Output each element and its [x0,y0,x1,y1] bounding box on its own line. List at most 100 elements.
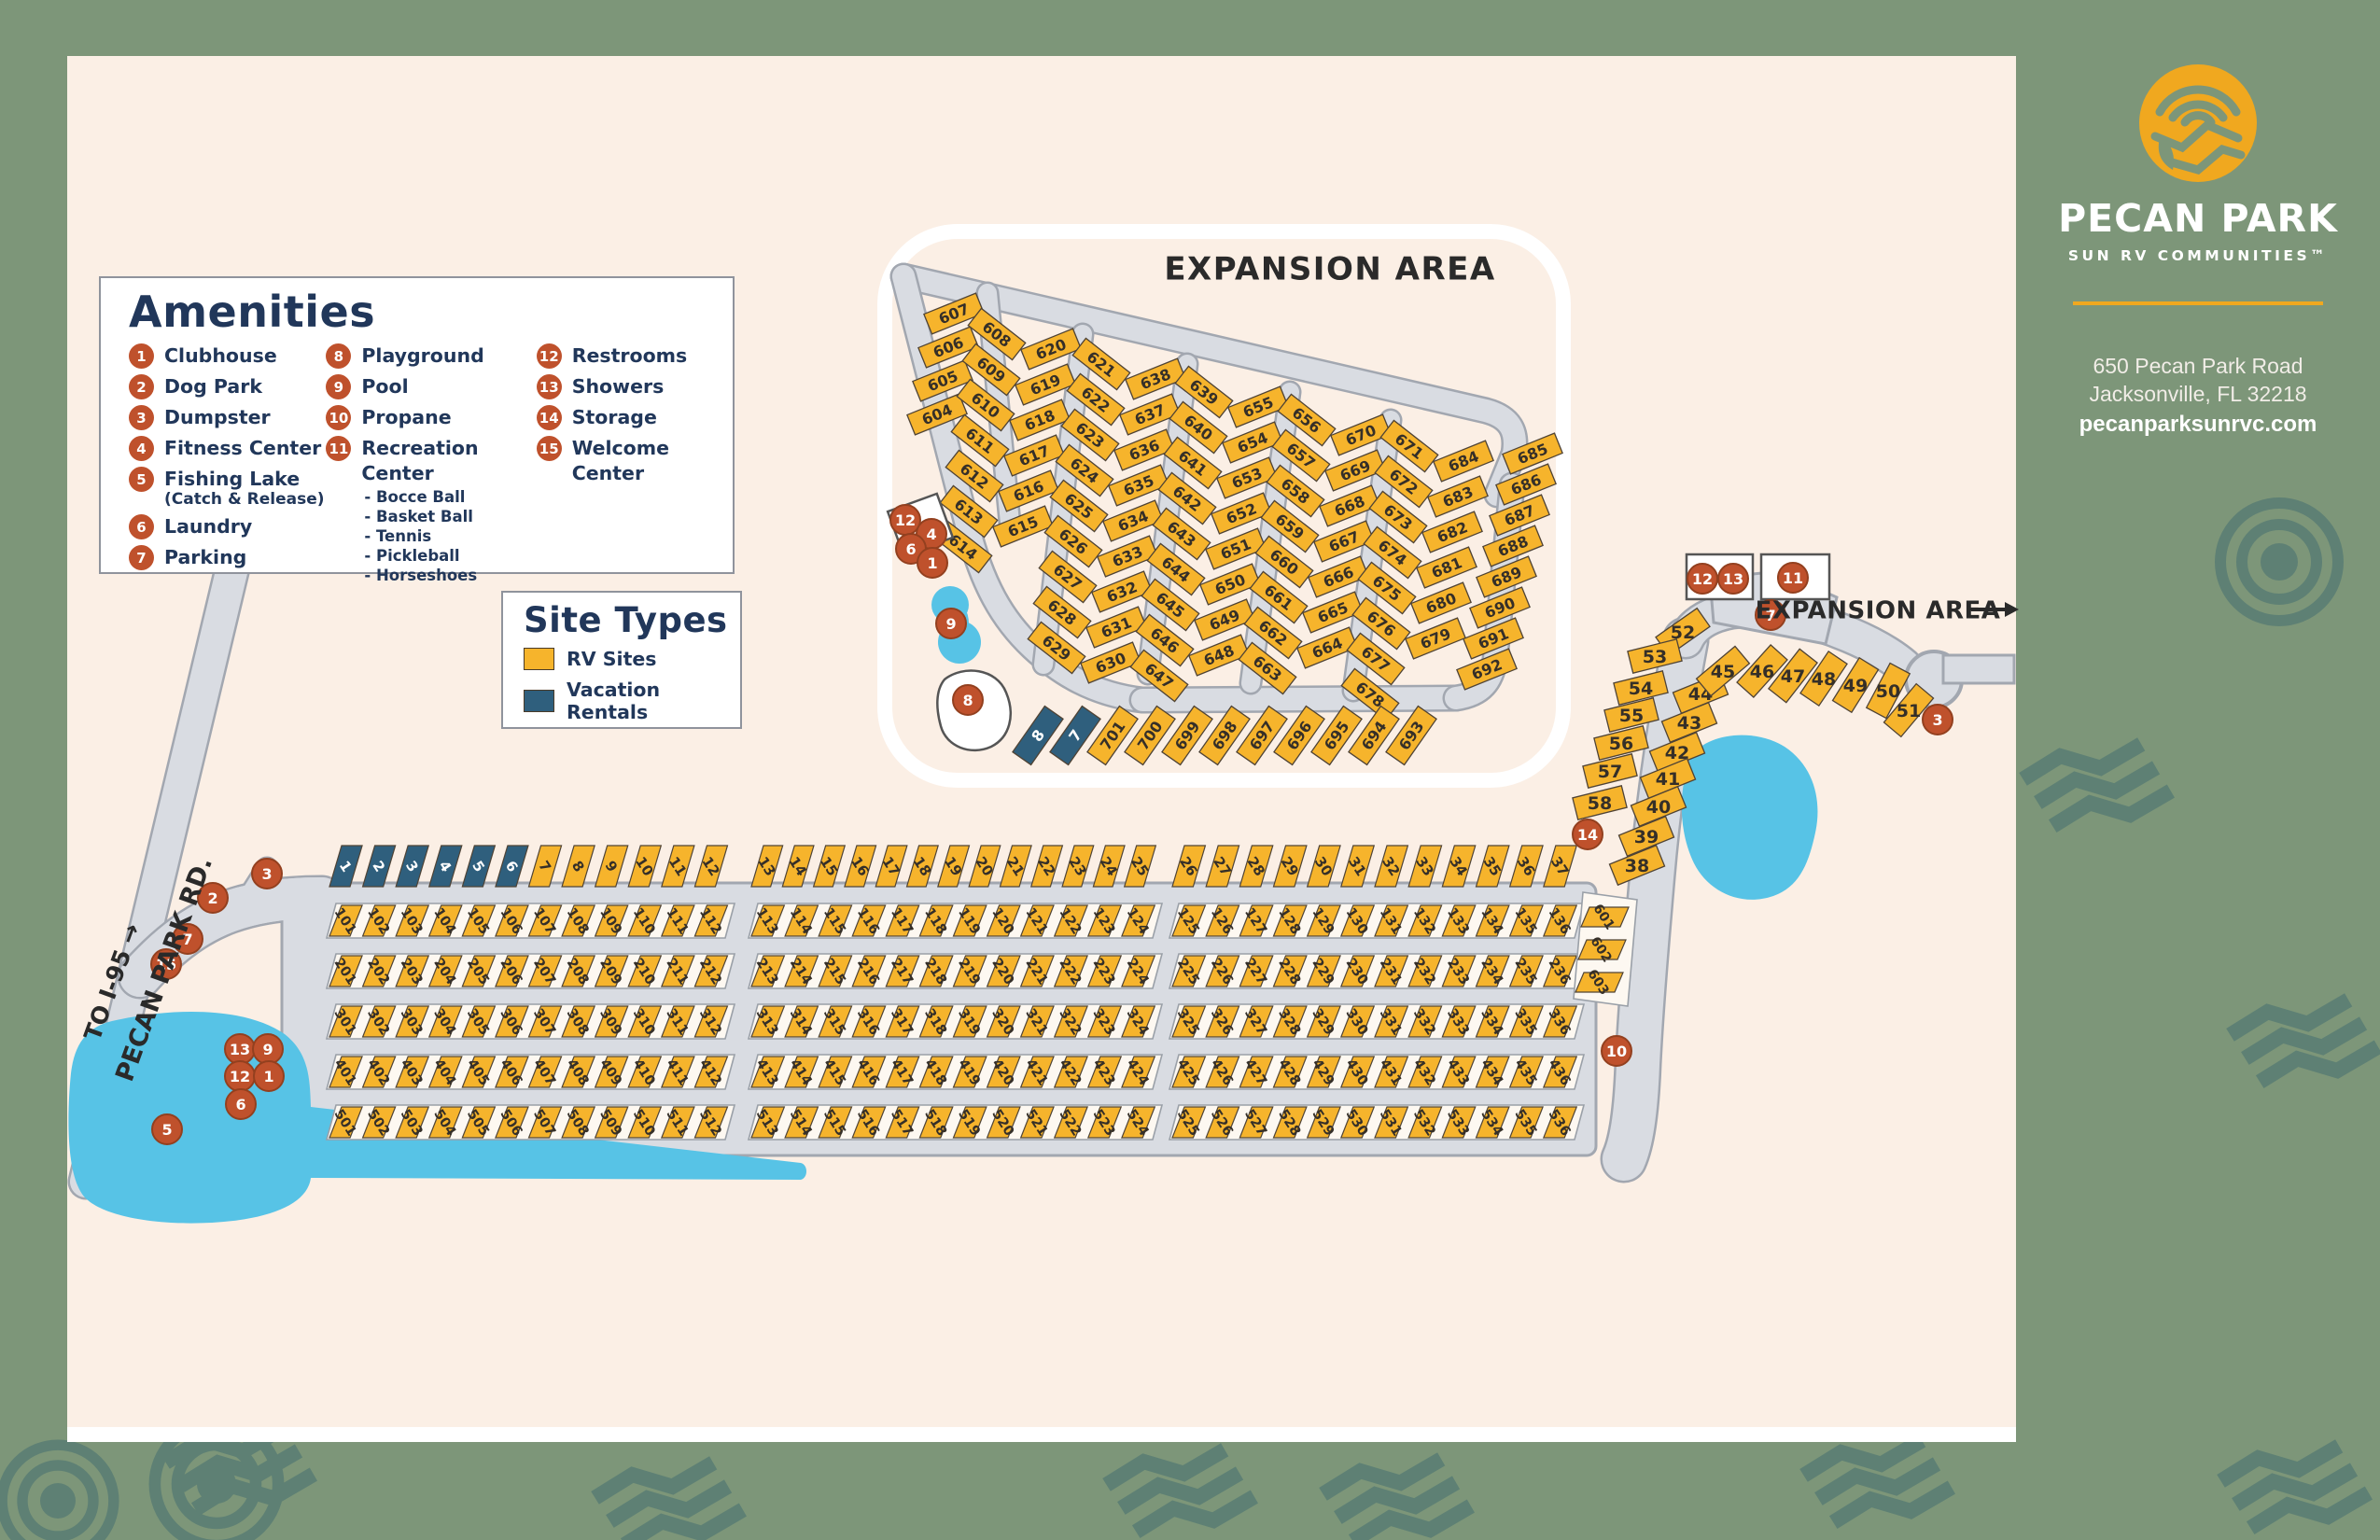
rv-site: 222 [1053,955,1089,987]
amenity-marker: 2 [197,882,229,914]
amenity-text: Dog Park [164,374,262,399]
rv-site: 406 [495,1056,529,1088]
svg-text:12: 12 [1692,570,1713,588]
rv-site: 46 [1736,643,1788,699]
rv-site: 528 [1272,1106,1308,1139]
rv-site: 522 [1053,1106,1089,1139]
rv-site: 655 [1227,385,1289,428]
rv-site: 207 [527,955,563,987]
rv-site: 333 [1441,1005,1477,1038]
svg-text:12: 12 [895,511,916,529]
rv-site: 312 [693,1005,729,1038]
rv-site: 656 [1277,393,1337,447]
rv-site: 51 [1883,682,1935,738]
waves-decoration-icon [2019,737,2175,833]
rv-site: 326 [1205,1005,1240,1038]
amenity-number-badge: 3 [129,405,154,431]
rv-site: 532 [1407,1106,1443,1139]
amenity-number-badge: 4 [129,436,154,462]
rv-site: 104 [427,904,463,937]
amenity-label: Welcome Center [571,437,670,485]
amenity-text: Showers [572,374,665,399]
rv-site: 30 [1306,845,1341,888]
rv-site: 229 [1306,955,1341,987]
svg-text:7: 7 [1765,607,1775,624]
svg-text:54: 54 [1629,679,1653,699]
rv-site: 106 [495,904,529,937]
rv-site: 634 [1102,499,1164,542]
amenity-item-showers: 13 Showers [536,374,733,400]
rv-site: 502 [361,1106,397,1139]
amenity-item-pool: 9 Pool [326,374,536,400]
rv-site: 34 [1441,845,1477,888]
rv-site: 319 [952,1005,987,1038]
amenity-number-badge: 9 [326,374,352,400]
amenity-text: Laundry [164,514,252,539]
amenity-subitem: - Bocce Ball [364,488,466,507]
rv-site: 434 [1475,1056,1510,1088]
rv-site: 38 [1608,844,1666,887]
rv-site: 111 [660,904,695,937]
rv-site: 301 [329,1005,363,1038]
rv-site: 221 [1019,955,1055,987]
rv-site: 231 [1374,955,1409,987]
amenity-number-badge: 14 [536,405,562,431]
vacation-rental-site: 7 [1049,705,1101,766]
site-type-rv: RV Sites [524,647,740,670]
waves-decoration-icon [2226,993,2380,1089]
rv-site: 321 [1019,1005,1055,1038]
rv-site: 27 [1205,845,1240,888]
vacation-rental-site: 1 [329,845,363,888]
rv-site: 118 [918,904,954,937]
rings-decoration-icon [0,1439,119,1540]
rv-site: 619 [1015,363,1076,406]
amenity-number-badge: 5 [129,467,154,493]
amenities-column: 8 Playground 9 Pool 10 Propane 11 Recreation Ce… [326,343,536,591]
rv-site: 108 [561,904,596,937]
rv-site: 691 [1463,617,1524,660]
amenity-label: Fishing Lake [164,468,301,491]
rv-site: 415 [818,1056,853,1088]
rv-site: 31 [1340,845,1376,888]
amenity-marker: 9 [252,1033,284,1065]
rv-site: 227 [1239,955,1274,987]
amenity-item-storage: 14 Storage [536,405,733,431]
amenity-label: Recreation Center [361,437,479,485]
amenity-marker: 1 [917,547,948,579]
rv-site: 408 [561,1056,596,1088]
svg-text:5: 5 [161,1121,172,1139]
rv-site: 310 [627,1005,663,1038]
rv-site: 518 [918,1106,954,1139]
rv-site: 317 [885,1005,920,1038]
site-type-swatch [524,647,554,670]
rv-site: 7 [527,845,563,888]
rv-site: 413 [750,1056,786,1088]
rv-site: 424 [1121,1056,1156,1088]
rv-site: 213 [750,955,786,987]
rv-site: 226 [1205,955,1240,987]
rv-site: 414 [784,1056,819,1088]
amenity-text: Restrooms [572,343,688,369]
svg-text:9: 9 [945,615,956,633]
waves-decoration-icon [1319,1452,1475,1540]
svg-text:48: 48 [1812,669,1836,690]
amenity-subitem: - Basket Ball [364,508,473,526]
svg-text:1: 1 [263,1068,273,1085]
amenity-subitem: - Tennis [364,527,432,546]
rv-site: 536 [1542,1106,1578,1139]
site-types-rows: RV Sites Vacation Rentals [524,647,740,723]
site-types-title: Site Types [524,600,728,640]
amenity-marker: 13 [1717,563,1749,595]
rv-site: 402 [361,1056,397,1088]
rv-site: 12 [693,845,729,888]
rv-site: 313 [750,1005,786,1038]
svg-text:40: 40 [1646,797,1671,818]
rv-site: 109 [594,904,629,937]
rv-site: 526 [1205,1106,1240,1139]
rv-site: 129 [1306,904,1341,937]
site-type-label: RV Sites [567,647,657,670]
amenity-text: Propane [361,405,451,430]
vacation-rental-site: 4 [427,845,463,888]
amenity-item-dog-park: 2 Dog Park [129,374,326,400]
